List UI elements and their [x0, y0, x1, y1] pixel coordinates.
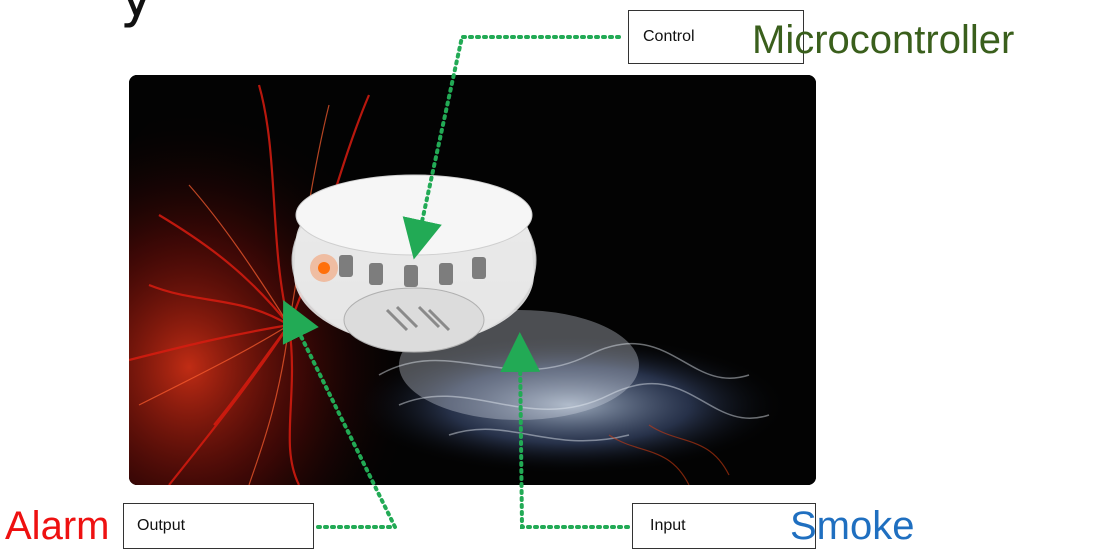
input-box-label: Input: [650, 517, 686, 534]
smoke-detector-photo: [129, 75, 816, 485]
input-box: Input: [632, 503, 816, 549]
smoke-label: Smoke: [790, 504, 915, 548]
output-box: Output: [123, 503, 314, 549]
control-box-label: Control: [643, 28, 695, 45]
output-box-label: Output: [137, 517, 186, 534]
cropped-title-glyph: y: [120, 0, 153, 26]
alarm-label: Alarm: [5, 504, 110, 548]
control-box: Control: [628, 10, 804, 64]
microcontroller-label: Microcontroller: [752, 18, 1015, 62]
